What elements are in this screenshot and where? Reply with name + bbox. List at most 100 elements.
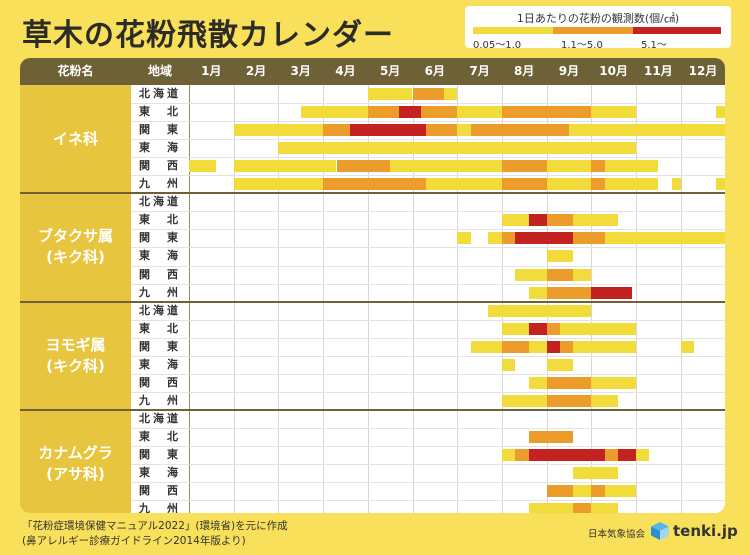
pollen-bar-segment: [528, 214, 547, 227]
grid-vline: [323, 85, 324, 513]
pollen-name-cell: イネ科: [20, 85, 131, 194]
legend-swatch-mid: [553, 27, 633, 34]
pollen-bar-segment: [501, 449, 516, 462]
pollen-bar-segment: [501, 340, 529, 353]
header-month-6: 6月: [424, 64, 446, 78]
region-label: 関 東: [139, 231, 181, 245]
pollen-bar-segment: [515, 268, 529, 281]
pollen-bar-segment: [636, 449, 650, 462]
pollen-bar-segment: [323, 178, 426, 191]
pollen-bar-segment: [591, 394, 619, 407]
grid-hline: [131, 139, 725, 140]
pollen-bar-segment: [412, 88, 444, 101]
pollen-bar-segment: [573, 485, 592, 498]
header-month-8: 8月: [514, 64, 535, 78]
pollen-bar-segment: [546, 485, 574, 498]
pollen-bar-segment: [488, 232, 502, 245]
pollen-bar-segment: [443, 88, 458, 101]
pollen-bar-segment: [336, 160, 391, 173]
grid-hline: [131, 211, 725, 212]
group-separator: [20, 300, 725, 303]
pollen-name-label: ヨモギ属 (キク科): [45, 335, 105, 377]
pollen-bar-segment: [233, 124, 324, 137]
pollen-bar-segment: [189, 160, 216, 173]
pollen-bar-segment: [515, 449, 529, 462]
legend-label-high: 5.1～: [641, 40, 667, 51]
header-month-3: 3月: [290, 64, 311, 78]
header-month-4: 4月: [335, 64, 356, 78]
pollen-bar-segment: [323, 124, 350, 137]
region-label: 九 州: [139, 177, 181, 191]
region-label: 関 西: [139, 267, 181, 281]
grid-hline: [131, 320, 725, 321]
pollen-bar-segment: [573, 268, 592, 281]
pollen-bar-segment: [604, 485, 636, 498]
pollen-bar-segment: [671, 178, 681, 191]
header-band: [20, 58, 725, 85]
pollen-bar-segment: [501, 160, 547, 173]
region-label: 北海道: [139, 87, 181, 100]
pollen-name-cell: カナムグラ (アサ科): [20, 409, 131, 513]
page-title: 草木の花粉飛散カレンダー: [22, 18, 394, 53]
region-label: 関 東: [139, 123, 181, 137]
pollen-bar-segment: [501, 106, 592, 119]
region-label: 東 北: [139, 105, 181, 119]
header-month-9: 9月: [558, 64, 580, 78]
pollen-bar-segment: [457, 124, 471, 137]
pollen-bar-segment: [591, 178, 605, 191]
pollen-bar-segment: [470, 340, 502, 353]
pollen-name-cell: ブタクサ属 (キク科): [20, 193, 131, 302]
grid-hline: [131, 229, 725, 230]
header-month-5: 5月: [379, 64, 401, 78]
header-month-10: 10月: [599, 64, 628, 78]
pollen-bar-segment: [546, 322, 560, 335]
pollen-bar-segment: [591, 485, 605, 498]
grid-hline: [131, 175, 725, 176]
pollen-bar-segment: [390, 160, 502, 173]
region-label: 東 北: [139, 213, 181, 227]
pollen-bar-segment: [573, 503, 592, 513]
footnote-source: 「花粉症環境保健マニュアル2022」(環境省)を元に作成: [22, 520, 288, 532]
pollen-bar-segment: [560, 322, 592, 335]
region-label: 東 海: [139, 357, 181, 371]
pollen-bar-segment: [546, 214, 574, 227]
grid-hline: [131, 266, 725, 267]
pollen-bar-segment: [425, 124, 458, 137]
pollen-bar-segment: [367, 106, 400, 119]
region-label: 関 東: [139, 448, 181, 461]
region-label: 関 西: [139, 159, 181, 173]
pollen-bar-segment: [501, 178, 547, 191]
pollen-bar-segment: [618, 449, 636, 462]
pollen-bar-segment: [591, 160, 605, 173]
pollen-bar-segment: [528, 376, 547, 389]
region-label: 北海道: [139, 195, 181, 209]
pollen-bar-segment: [680, 340, 695, 353]
pollen-bar-segment: [546, 376, 592, 389]
grid-hline: [131, 500, 725, 501]
pollen-bar-segment: [501, 358, 516, 371]
region-label: 北海道: [139, 411, 181, 425]
pollen-bar-segment: [573, 340, 636, 353]
pollen-bar-segment: [546, 358, 574, 371]
grid-vline: [368, 85, 369, 513]
pollen-bar-segment: [233, 160, 337, 173]
pollen-bar-segment: [457, 232, 471, 245]
region-label: 東 北: [139, 321, 181, 335]
pollen-bar-segment: [573, 214, 619, 227]
pollen-bar-segment: [546, 160, 592, 173]
region-label: 関 西: [139, 375, 181, 389]
grid-hline: [131, 446, 725, 447]
grid-vline: [278, 85, 279, 513]
header-month-1: 1月: [201, 64, 222, 78]
region-label: 九 州: [139, 502, 181, 513]
header-month-12: 12月: [688, 64, 718, 78]
header-month-11: 11月: [643, 64, 673, 78]
grid-hline: [131, 247, 725, 248]
pollen-bar-segment: [421, 106, 458, 119]
header-region: 地域: [147, 64, 172, 78]
pollen-name-line: (キク科): [46, 356, 105, 375]
pollen-name-line: (キク科): [46, 248, 105, 267]
footnote: 「花粉症環境保健マニュアル2022」(環境省)を元に作成 (鼻アレルギー診療ガイ…: [22, 519, 288, 549]
pollen-bar-segment: [528, 340, 547, 353]
pollen-bar-segment: [591, 376, 636, 389]
